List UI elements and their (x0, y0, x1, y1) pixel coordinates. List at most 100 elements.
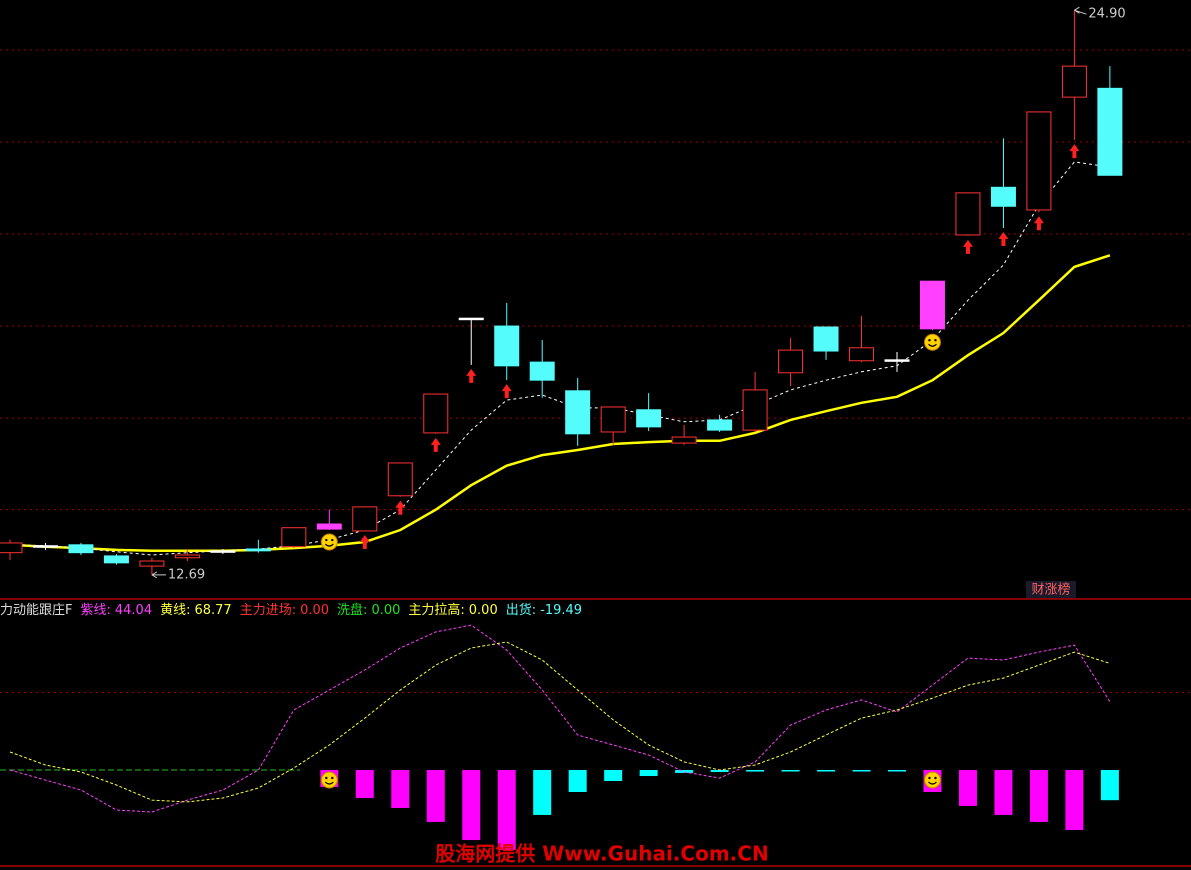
candle-body (919, 280, 945, 330)
histogram-bar (533, 769, 552, 815)
smiley-eye (928, 339, 931, 342)
smiley-signal (320, 533, 338, 551)
candle-body (849, 347, 875, 362)
buy-arrow (1033, 216, 1044, 231)
candle-body (884, 359, 910, 362)
buy-arrow (962, 239, 973, 254)
legend-value: 0.00 (469, 603, 498, 618)
smiley-face (320, 771, 338, 789)
buy-arrow (430, 437, 441, 452)
watermark: 股海网提供 Www.Guhai.Com.CN (435, 842, 768, 866)
candle-body (316, 523, 342, 530)
legend-value: 0.00 (300, 603, 329, 618)
low-label: 12.69 (168, 567, 205, 582)
histogram-bar (817, 769, 836, 772)
smiley-mouth (324, 543, 334, 547)
candle-body (210, 550, 236, 553)
indicator-line (9, 641, 1111, 803)
smiley-mouth (324, 781, 334, 785)
candle-body (671, 436, 697, 444)
candle-body (68, 544, 94, 554)
histogram-bar (994, 769, 1013, 815)
candle-body (423, 393, 449, 434)
histogram-bar (391, 769, 410, 808)
candle-body (778, 349, 804, 374)
legend-value: 44.04 (115, 603, 152, 618)
histogram-bar (958, 769, 977, 806)
candle-body (0, 542, 23, 554)
buy-arrow (1069, 144, 1080, 159)
legend-name: 主力拉高: (408, 602, 464, 618)
smiley-eye (325, 776, 328, 780)
candle-body (742, 389, 768, 431)
candle-body (565, 390, 591, 435)
legend-name: 紫线: (80, 603, 110, 618)
histogram-bar (568, 769, 587, 793)
smiley-eye (331, 538, 334, 542)
candle-body (707, 419, 733, 431)
legend-name: 洗盘: (337, 602, 367, 618)
histogram-bar (710, 769, 729, 773)
candle-body (139, 560, 165, 567)
histogram-bar (462, 769, 481, 841)
candle-body (636, 409, 662, 428)
buy-arrow (998, 232, 1009, 247)
candle-body (174, 554, 200, 559)
smiley-signal (320, 771, 338, 789)
histogram-bar (1100, 769, 1119, 801)
low-arrow (151, 571, 166, 579)
histogram-bar (426, 769, 445, 822)
smiley-signal (923, 333, 941, 351)
histogram-bar (746, 769, 765, 772)
legend-value: 0.00 (371, 603, 400, 618)
legend-value: 68.77 (194, 603, 231, 618)
histogram-bar (355, 769, 374, 799)
candle-body (529, 361, 555, 381)
smiley-eye (934, 339, 937, 342)
smiley-signal (923, 771, 941, 789)
buy-arrow (501, 384, 512, 399)
indicator-panel: 力动能跟庄F 紫线: 44.04 黄线: 68.77 主力进场: 0.00 洗盘: 0.00 主力… (0, 602, 1191, 850)
candle-body (281, 527, 307, 548)
candle-body (32, 545, 58, 548)
candle-body (245, 548, 271, 552)
candle-body (813, 326, 839, 352)
indicator-line (9, 624, 1111, 813)
rank-button[interactable]: 财涨榜 (1031, 582, 1070, 598)
histogram-bar (852, 769, 871, 772)
histogram-bar (888, 769, 906, 772)
candle-body (103, 555, 129, 564)
indicator-title: 力动能跟庄F (0, 602, 72, 618)
histogram-bar (639, 769, 658, 777)
candle-body (990, 186, 1016, 207)
candle-body (494, 325, 520, 367)
smiley-eye (934, 776, 937, 780)
price-panel: 24.90 12.69 (0, 6, 1191, 582)
moving-average-line (9, 254, 1111, 553)
buy-arrow (359, 534, 370, 549)
legend-name: 出货: (506, 602, 536, 618)
high-label: 24.90 (1088, 7, 1125, 22)
smiley-face (320, 533, 338, 551)
candle-body (387, 462, 413, 497)
histogram-bar (497, 769, 516, 850)
histogram-bar (781, 769, 800, 772)
legend-name: 黄线: (160, 603, 190, 618)
histogram-bar (1029, 769, 1048, 822)
button-bg[interactable] (1026, 581, 1076, 598)
candle-body (1061, 65, 1087, 98)
moving-average-line (9, 161, 1110, 556)
smiley-face (923, 771, 941, 789)
smiley-eye (331, 776, 334, 780)
smiley-face (923, 333, 941, 351)
smiley-eye (325, 538, 328, 542)
indicator-legend: 力动能跟庄F 紫线: 44.04 黄线: 68.77 主力进场: 0.00 洗盘: 0.00 主力… (0, 602, 582, 618)
candle-body (1097, 87, 1123, 176)
smiley-eye (928, 776, 931, 780)
legend-name: 主力进场: (240, 603, 296, 618)
high-arrow (1074, 6, 1087, 15)
buy-arrow (395, 500, 406, 515)
candle-body (955, 192, 981, 236)
candle-body (600, 406, 626, 433)
